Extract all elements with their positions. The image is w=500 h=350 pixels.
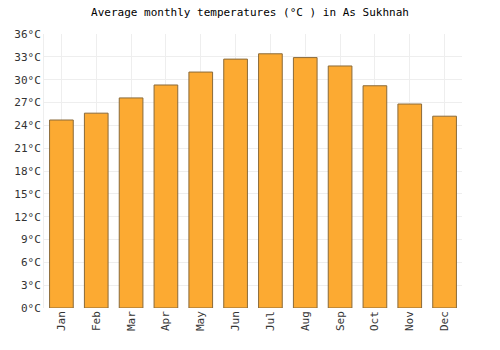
svg-text:30°C: 30°C xyxy=(14,74,41,87)
svg-text:Nov: Nov xyxy=(403,311,416,331)
svg-text:33°C: 33°C xyxy=(14,51,41,64)
svg-text:Sep: Sep xyxy=(334,311,347,331)
svg-text:Jan: Jan xyxy=(55,311,68,331)
svg-text:Aug: Aug xyxy=(299,311,312,331)
svg-text:27°C: 27°C xyxy=(14,96,41,109)
svg-text:Jul: Jul xyxy=(264,311,277,331)
svg-text:Oct: Oct xyxy=(368,311,381,331)
svg-text:Apr: Apr xyxy=(159,311,172,331)
svg-text:9°C: 9°C xyxy=(21,233,41,246)
svg-text:18°C: 18°C xyxy=(14,165,41,178)
svg-text:0°C: 0°C xyxy=(21,302,41,315)
svg-text:Jun: Jun xyxy=(229,311,242,331)
svg-text:15°C: 15°C xyxy=(14,188,41,201)
svg-text:36°C: 36°C xyxy=(14,28,41,41)
svg-text:6°C: 6°C xyxy=(21,256,41,269)
svg-text:24°C: 24°C xyxy=(14,119,41,132)
svg-text:Mar: Mar xyxy=(125,311,138,331)
svg-text:May: May xyxy=(194,311,207,331)
svg-text:3°C: 3°C xyxy=(21,279,41,292)
svg-text:Feb: Feb xyxy=(90,311,103,331)
svg-text:Average monthly temperatures (: Average monthly temperatures (°C ) in As… xyxy=(91,6,409,19)
svg-text:12°C: 12°C xyxy=(14,211,41,224)
svg-text:Dec: Dec xyxy=(438,311,451,331)
svg-text:21°C: 21°C xyxy=(14,142,41,155)
